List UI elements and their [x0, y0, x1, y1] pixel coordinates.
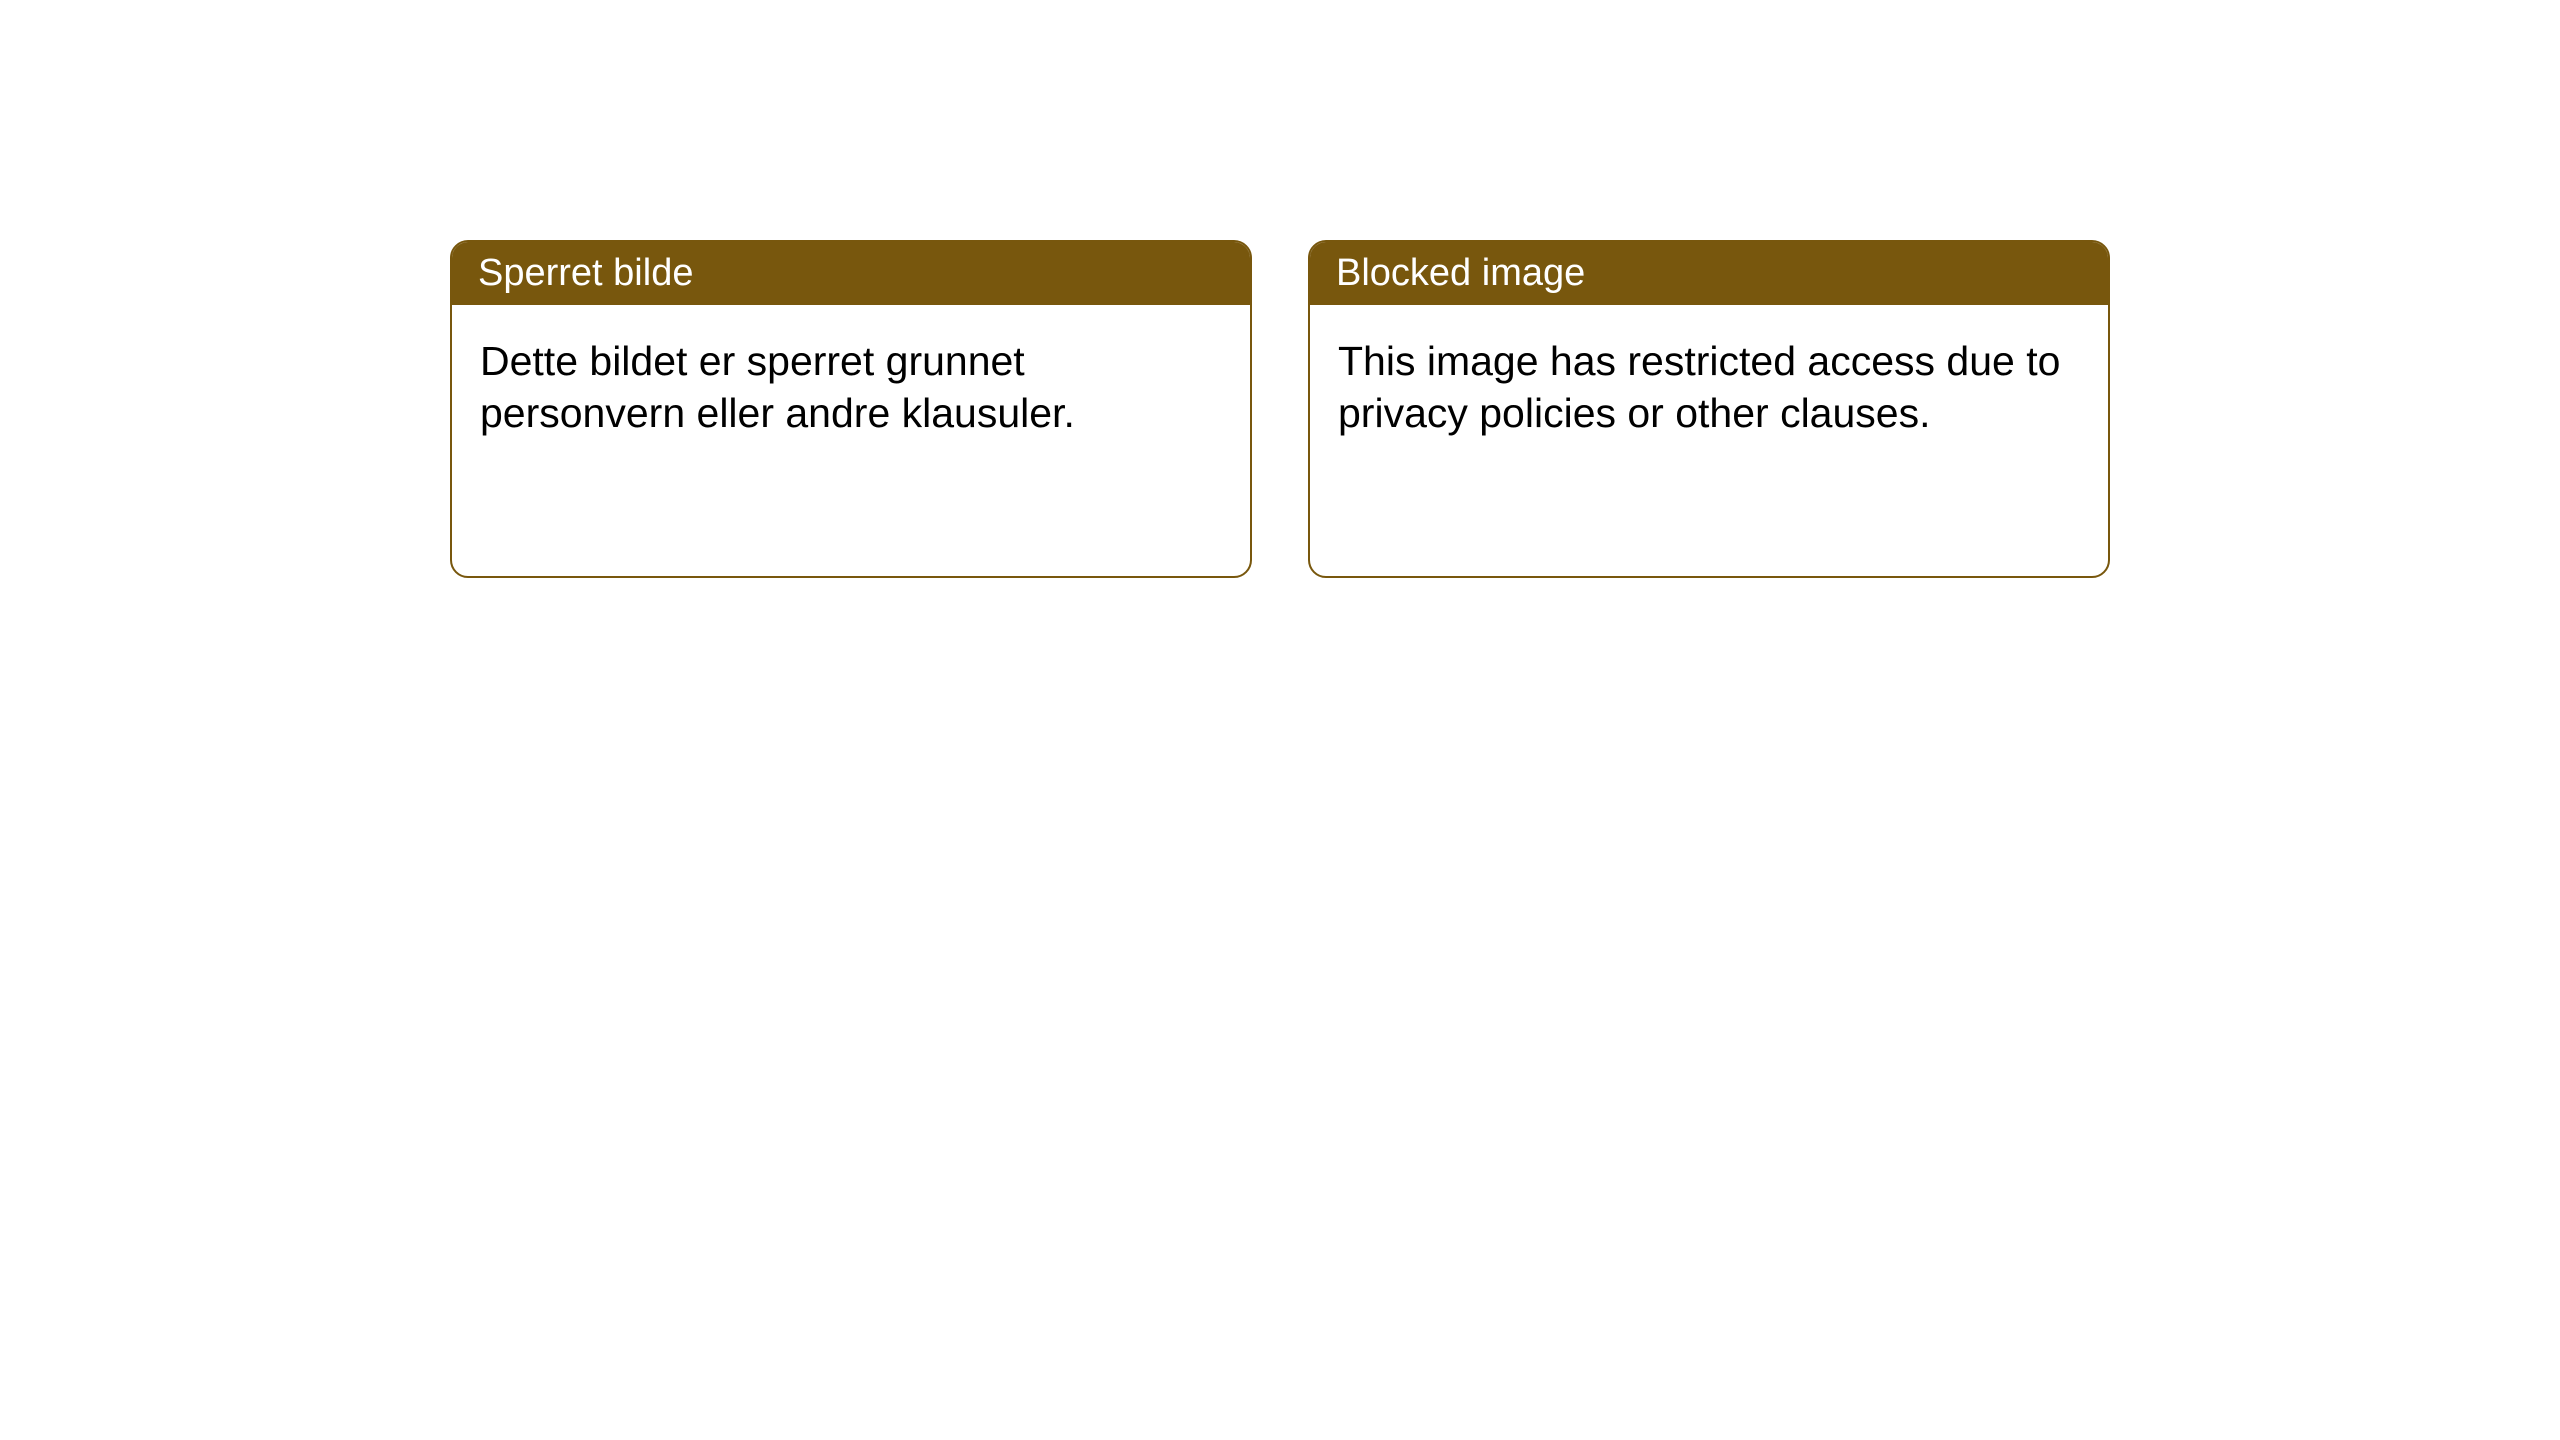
card-title-en: Blocked image: [1310, 242, 2108, 305]
blocked-image-card-en: Blocked image This image has restricted …: [1308, 240, 2110, 578]
card-body-en: This image has restricted access due to …: [1310, 305, 2108, 470]
card-title-no: Sperret bilde: [452, 242, 1250, 305]
card-body-no: Dette bildet er sperret grunnet personve…: [452, 305, 1250, 470]
blocked-image-card-no: Sperret bilde Dette bildet er sperret gr…: [450, 240, 1252, 578]
